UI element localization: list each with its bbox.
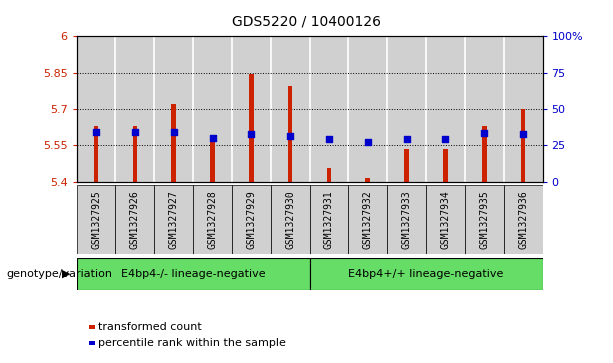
Text: GSM1327930: GSM1327930 xyxy=(285,191,295,249)
Text: GSM1327931: GSM1327931 xyxy=(324,191,334,249)
Bar xyxy=(405,149,409,182)
Point xyxy=(246,131,256,137)
Point xyxy=(402,136,411,142)
Text: GDS5220 / 10400126: GDS5220 / 10400126 xyxy=(232,15,381,29)
Text: GSM1327936: GSM1327936 xyxy=(518,191,528,249)
Text: GSM1327935: GSM1327935 xyxy=(479,191,489,249)
Bar xyxy=(193,36,232,182)
FancyBboxPatch shape xyxy=(310,185,348,254)
FancyBboxPatch shape xyxy=(193,185,232,254)
Bar xyxy=(249,74,254,182)
Point xyxy=(441,136,451,142)
Text: E4bp4+/+ lineage-negative: E4bp4+/+ lineage-negative xyxy=(348,269,504,279)
Bar xyxy=(387,36,426,182)
Text: transformed count: transformed count xyxy=(97,322,202,332)
Bar xyxy=(232,36,271,182)
Point xyxy=(324,136,334,142)
FancyBboxPatch shape xyxy=(77,185,115,254)
FancyBboxPatch shape xyxy=(465,185,504,254)
Point xyxy=(285,132,295,138)
Point xyxy=(363,139,373,144)
FancyBboxPatch shape xyxy=(271,185,310,254)
Bar xyxy=(504,36,543,182)
Point xyxy=(91,129,101,135)
FancyBboxPatch shape xyxy=(77,258,310,290)
FancyBboxPatch shape xyxy=(348,185,387,254)
Bar xyxy=(94,126,98,182)
Point xyxy=(130,129,140,135)
Text: GSM1327932: GSM1327932 xyxy=(363,191,373,249)
Point xyxy=(479,130,489,136)
Bar xyxy=(327,168,331,182)
Bar xyxy=(482,126,487,182)
FancyBboxPatch shape xyxy=(310,258,543,290)
Bar xyxy=(365,178,370,182)
Bar xyxy=(521,109,525,182)
Point xyxy=(518,131,528,137)
Bar xyxy=(154,36,193,182)
Bar xyxy=(288,86,292,182)
FancyBboxPatch shape xyxy=(426,185,465,254)
Text: ▶: ▶ xyxy=(62,269,70,279)
Text: GSM1327928: GSM1327928 xyxy=(208,191,218,249)
FancyBboxPatch shape xyxy=(115,185,154,254)
Text: GSM1327926: GSM1327926 xyxy=(130,191,140,249)
Bar xyxy=(465,36,504,182)
Bar xyxy=(271,36,310,182)
FancyBboxPatch shape xyxy=(504,185,543,254)
FancyBboxPatch shape xyxy=(387,185,426,254)
Bar xyxy=(77,36,115,182)
Text: GSM1327929: GSM1327929 xyxy=(246,191,256,249)
Text: GSM1327934: GSM1327934 xyxy=(441,191,451,249)
Bar xyxy=(348,36,387,182)
Text: percentile rank within the sample: percentile rank within the sample xyxy=(97,338,286,348)
Text: GSM1327933: GSM1327933 xyxy=(402,191,411,249)
Bar xyxy=(310,36,348,182)
Text: genotype/variation: genotype/variation xyxy=(6,269,112,279)
Bar xyxy=(115,36,154,182)
Text: GSM1327925: GSM1327925 xyxy=(91,191,101,249)
Bar xyxy=(172,104,176,182)
Point xyxy=(208,135,218,141)
FancyBboxPatch shape xyxy=(232,185,271,254)
Bar xyxy=(443,149,447,182)
Text: E4bp4-/- lineage-negative: E4bp4-/- lineage-negative xyxy=(121,269,265,279)
Point xyxy=(169,129,178,135)
Bar xyxy=(210,140,215,182)
Bar xyxy=(132,126,137,182)
Bar xyxy=(426,36,465,182)
Text: GSM1327927: GSM1327927 xyxy=(169,191,178,249)
FancyBboxPatch shape xyxy=(154,185,193,254)
